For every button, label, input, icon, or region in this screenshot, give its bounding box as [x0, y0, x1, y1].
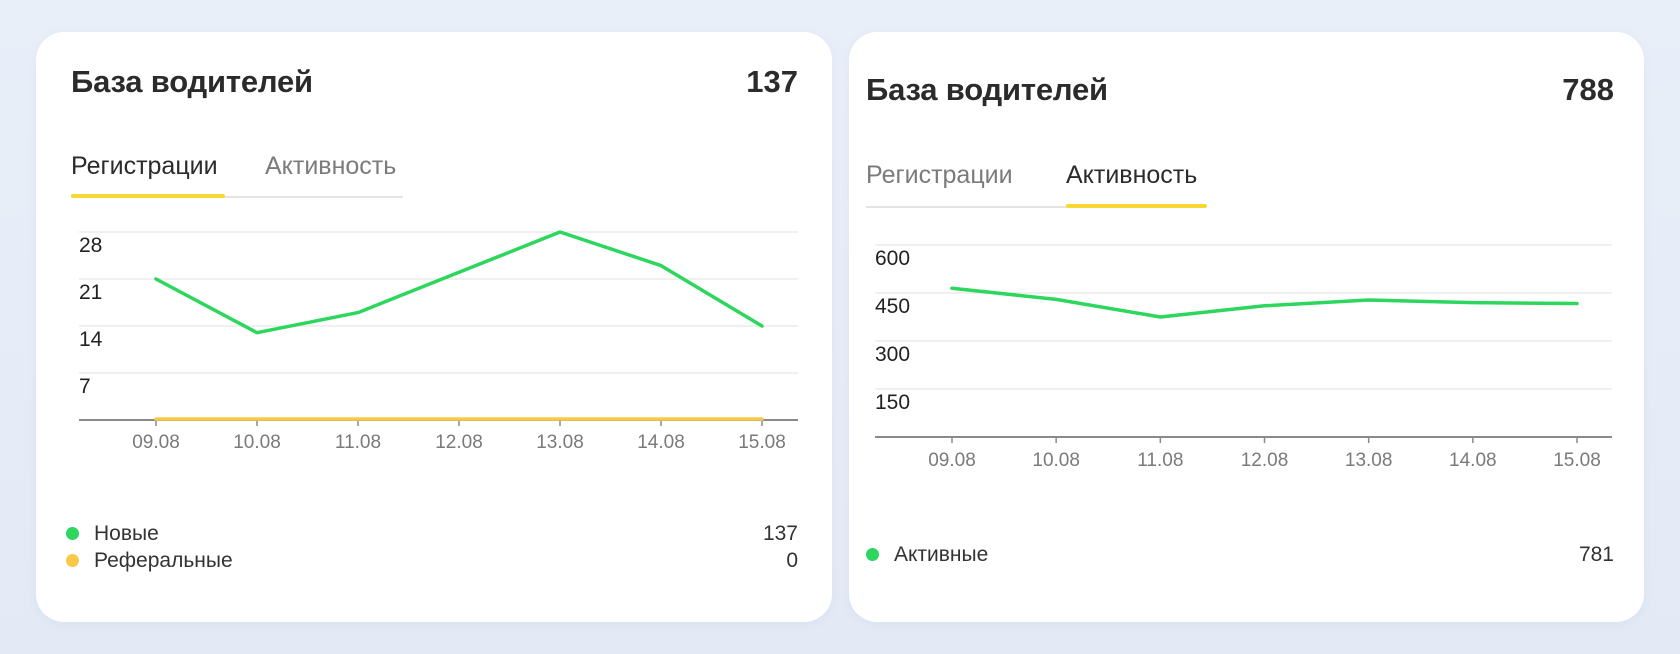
y-tick-label: 28: [79, 234, 102, 257]
x-tick-label: 09.08: [928, 450, 976, 471]
series-line-0: [154, 230, 764, 335]
legend-dot-green: [66, 527, 79, 540]
legend-dot-green: [866, 548, 879, 561]
x-tick-label: 10.08: [233, 432, 281, 453]
tabs-baseline: [71, 196, 403, 198]
legend-label: Новые: [94, 522, 159, 545]
active-tab-underline: [1066, 204, 1207, 208]
x-tick-label: 11.08: [335, 432, 381, 453]
x-tick-label: 12.08: [1241, 450, 1289, 471]
tab-registrations[interactable]: Регистрации: [866, 161, 1013, 189]
x-tick-label: 12.08: [435, 432, 483, 453]
legend-label: Активные: [894, 543, 989, 566]
driver-base-card-activity: База водителей 788 Регистрации Активност…: [849, 32, 1644, 622]
x-tick-label: 10.08: [1032, 450, 1080, 471]
legend-label: Реферальные: [94, 549, 233, 572]
x-tick-label: 11.08: [1137, 450, 1183, 471]
y-tick-label: 450: [875, 295, 910, 318]
legend-dot-yellow: [66, 554, 79, 567]
driver-base-card-registrations: База водителей 137 Регистрации Активност…: [36, 32, 832, 622]
active-tab-underline: [71, 194, 225, 198]
y-tick-label: 14: [79, 328, 103, 351]
y-tick-label: 21: [79, 281, 102, 304]
legend-value: 137: [762, 522, 798, 545]
registrations-line-chart: 7 14 21 28 09.08 10.08 11.08 12.08 13.08 14.08 15.…: [79, 230, 798, 453]
activity-line-chart: 150 300 450 600 09.08 10.08 11.08 12.08 13.08 14.…: [875, 244, 1612, 471]
card-title: База водителей: [866, 72, 1108, 107]
legend-item-active: Активные 781: [866, 541, 1614, 569]
y-tick-label: 600: [875, 247, 910, 270]
y-tick-label: 7: [79, 375, 91, 398]
x-tick-label: 14.08: [637, 432, 685, 453]
y-tick-label: 150: [875, 391, 910, 414]
card-total: 788: [1562, 72, 1614, 107]
legend-value: 0: [786, 549, 798, 572]
series-line-0: [950, 286, 1579, 319]
tab-activity[interactable]: Активность: [1066, 161, 1198, 189]
y-tick-label: 300: [875, 343, 910, 366]
x-tick-label: 09.08: [132, 432, 180, 453]
legend-value: 781: [1578, 543, 1614, 566]
x-tick-label: 15.08: [1553, 450, 1601, 471]
card-title: База водителей: [71, 64, 313, 99]
legend-item-new: Новые 137: [66, 520, 798, 548]
x-tick-label: 15.08: [738, 432, 786, 453]
tabs-baseline: [866, 206, 1186, 208]
legend-item-referral: Реферальные 0: [66, 547, 798, 575]
x-tick-label: 13.08: [1345, 450, 1393, 471]
card-total: 137: [746, 64, 798, 99]
tab-activity[interactable]: Активность: [265, 152, 397, 180]
x-tick-label: 13.08: [536, 432, 584, 453]
tab-registrations[interactable]: Регистрации: [71, 152, 218, 180]
x-tick-label: 14.08: [1449, 450, 1497, 471]
